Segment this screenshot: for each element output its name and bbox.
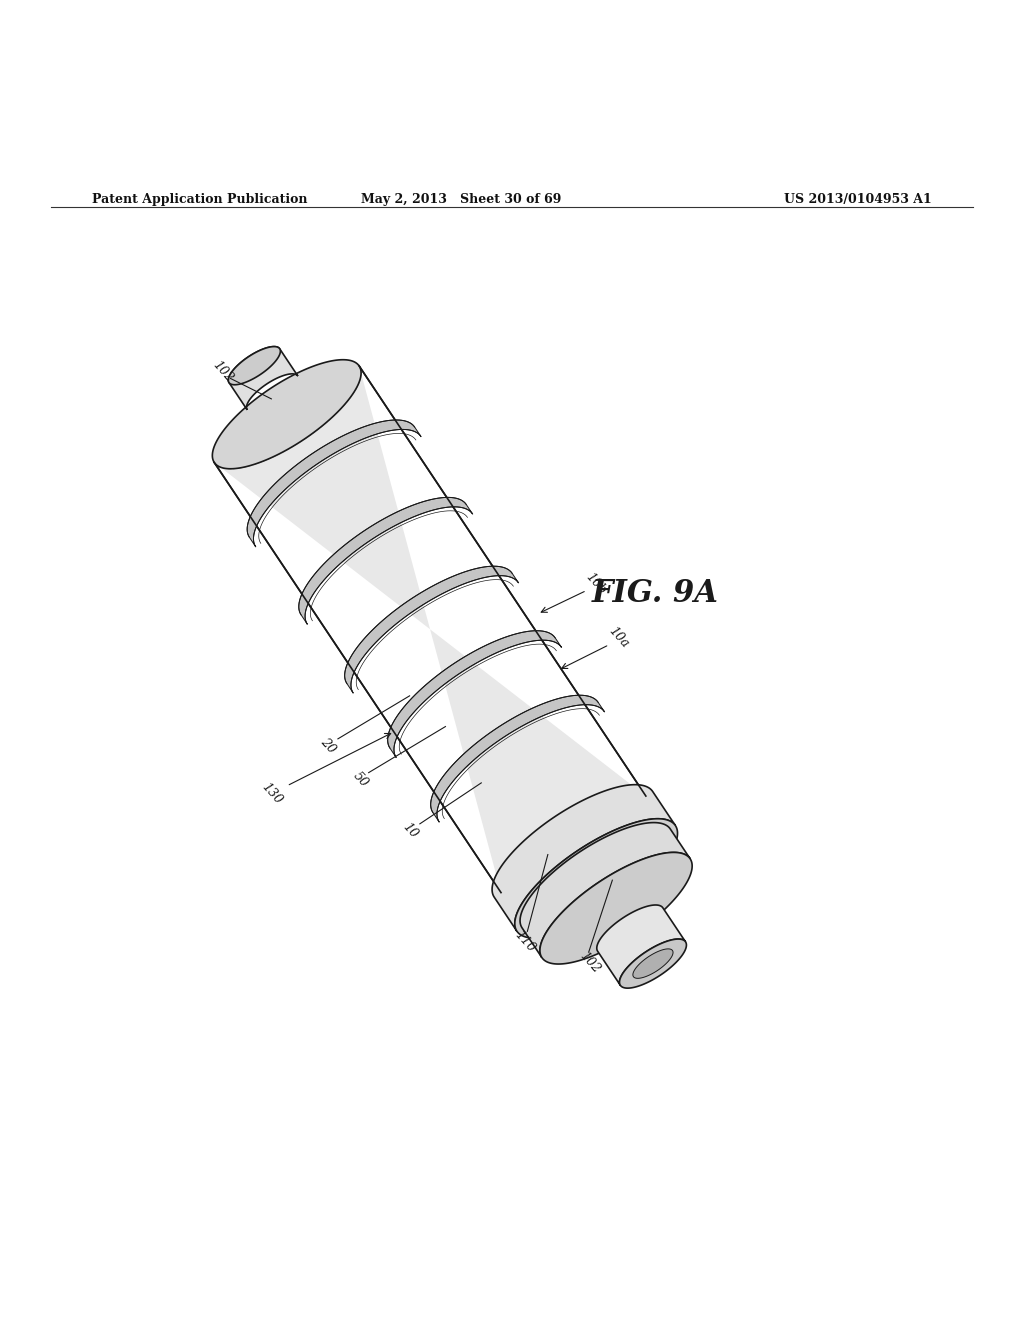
Text: US 2013/0104953 A1: US 2013/0104953 A1 — [784, 193, 932, 206]
Polygon shape — [388, 631, 561, 758]
Polygon shape — [633, 949, 673, 978]
Polygon shape — [214, 366, 646, 892]
Polygon shape — [228, 347, 281, 384]
Text: 10: 10 — [399, 821, 420, 841]
Polygon shape — [620, 939, 686, 989]
Polygon shape — [515, 818, 678, 939]
Polygon shape — [520, 822, 690, 957]
Text: Patent Application Publication: Patent Application Publication — [92, 193, 307, 206]
Text: 10b: 10b — [583, 570, 609, 597]
Polygon shape — [345, 566, 518, 693]
Text: May 2, 2013   Sheet 30 of 69: May 2, 2013 Sheet 30 of 69 — [360, 193, 561, 206]
Text: 20: 20 — [317, 735, 338, 756]
Polygon shape — [299, 498, 473, 624]
Polygon shape — [431, 696, 604, 822]
Text: 102: 102 — [210, 358, 237, 384]
Polygon shape — [499, 789, 648, 899]
Text: 10a: 10a — [606, 624, 631, 651]
Text: 130: 130 — [258, 780, 285, 807]
Polygon shape — [540, 853, 692, 964]
Text: 110: 110 — [511, 928, 538, 954]
Text: FIG. 9A: FIG. 9A — [592, 578, 719, 609]
Text: 102: 102 — [577, 949, 603, 975]
Text: 50: 50 — [350, 770, 371, 791]
Polygon shape — [212, 360, 361, 469]
Polygon shape — [228, 347, 298, 409]
Polygon shape — [597, 906, 685, 985]
Polygon shape — [493, 784, 676, 931]
Polygon shape — [247, 420, 421, 546]
